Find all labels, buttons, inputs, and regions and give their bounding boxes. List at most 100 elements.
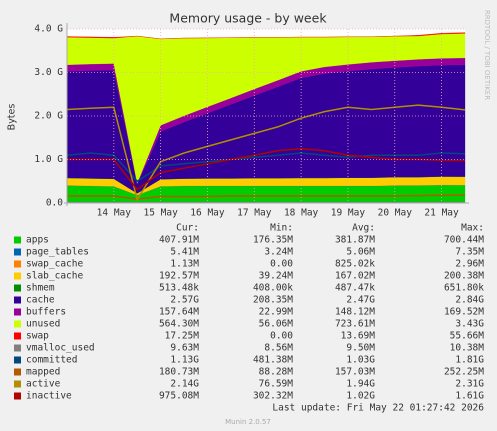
legend-label: buffers bbox=[26, 307, 66, 318]
area-swap bbox=[66, 32, 466, 40]
legend-value: 10.38M bbox=[450, 343, 485, 354]
watermark: RRDTOOL / TOBI OETIKER bbox=[483, 10, 491, 100]
legend-label: apps bbox=[26, 235, 49, 246]
legend-value: 513.48k bbox=[159, 283, 199, 294]
legend-swatch bbox=[14, 260, 21, 268]
legend-label: committed bbox=[26, 355, 77, 366]
legend-value: 2.57G bbox=[170, 295, 199, 306]
legend-value: 487.47k bbox=[335, 283, 375, 294]
legend-swatch bbox=[14, 272, 21, 280]
legend-swatch bbox=[14, 392, 21, 400]
legend-value: 252.25M bbox=[444, 367, 484, 378]
legend-value: 564.30M bbox=[159, 319, 199, 330]
legend-value: 1.94G bbox=[346, 379, 375, 390]
legend-value: 17.25M bbox=[165, 331, 200, 342]
legend-value: 208.35M bbox=[253, 295, 293, 306]
line-committed bbox=[66, 152, 466, 183]
legend-swatch bbox=[14, 368, 21, 376]
legend-value: 0.00 bbox=[270, 331, 293, 342]
legend-value: 1.81G bbox=[455, 355, 484, 366]
legend-value: 192.57M bbox=[159, 271, 199, 282]
legend-value: 9.63M bbox=[170, 343, 199, 354]
legend-value: 176.35M bbox=[253, 235, 293, 246]
x-tick-label: 16 May bbox=[190, 208, 225, 219]
legend-label: page_tables bbox=[26, 247, 89, 258]
legend-value: 1.61G bbox=[455, 391, 484, 402]
legend-value: 169.52M bbox=[444, 307, 484, 318]
legend-value: 5.06M bbox=[346, 247, 375, 258]
x-tick-label: 21 May bbox=[424, 208, 459, 219]
legend-label: active bbox=[26, 379, 61, 390]
footer: Munin 2.0.57 bbox=[225, 418, 271, 426]
legend-value: 302.32M bbox=[253, 391, 293, 402]
x-tick-label: 15 May bbox=[143, 208, 178, 219]
legend-value: 975.08M bbox=[159, 391, 199, 402]
legend-value: 2.14G bbox=[170, 379, 199, 390]
legend-swatch bbox=[14, 284, 21, 292]
legend-value: 1.13M bbox=[170, 259, 199, 270]
legend-value: 1.03G bbox=[346, 355, 375, 366]
legend-value: 0.00 bbox=[270, 259, 293, 270]
legend-swatch bbox=[14, 344, 21, 352]
x-tick-label: 14 May bbox=[97, 208, 132, 219]
legend-value: 167.02M bbox=[335, 271, 375, 282]
legend-value: 3.43G bbox=[455, 319, 484, 330]
legend-label: slab_cache bbox=[26, 271, 83, 282]
legend-value: 825.02k bbox=[335, 259, 375, 270]
legend-value: 2.84G bbox=[455, 295, 484, 306]
legend-value: 2.47G bbox=[346, 295, 375, 306]
legend-value: 55.66M bbox=[450, 331, 485, 342]
legend-value: 180.73M bbox=[159, 367, 199, 378]
legend-value: 1.13G bbox=[170, 355, 199, 366]
legend-header: Min: bbox=[270, 223, 293, 234]
y-tick-label: 2.0 G bbox=[34, 111, 63, 122]
y-tick-label: 4.0 G bbox=[34, 24, 63, 35]
legend-value: 88.28M bbox=[259, 367, 294, 378]
legend-value: 7.35M bbox=[455, 247, 484, 258]
legend-value: 2.31G bbox=[455, 379, 484, 390]
legend-value: 407.91M bbox=[159, 235, 199, 246]
legend-value: 700.44M bbox=[444, 235, 484, 246]
legend-value: 200.38M bbox=[444, 271, 484, 282]
y-axis-label: Bytes bbox=[7, 104, 18, 131]
line-mapped bbox=[67, 194, 466, 200]
legend-value: 3.24M bbox=[264, 247, 293, 258]
legend-label: swap bbox=[26, 331, 49, 342]
y-tick-label: 3.0 G bbox=[34, 67, 63, 78]
legend-label: cache bbox=[26, 295, 55, 306]
legend-value: 9.50M bbox=[346, 343, 375, 354]
last-update: Last update: Fri May 22 01:27:42 2026 bbox=[272, 403, 484, 414]
legend-value: 22.99M bbox=[259, 307, 294, 318]
legend-header: Max: bbox=[461, 223, 484, 234]
legend-label: unused bbox=[26, 319, 60, 330]
legend-value: 481.38M bbox=[253, 355, 293, 366]
legend-value: 2.96M bbox=[455, 259, 484, 270]
x-tick-label: 18 May bbox=[284, 208, 319, 219]
legend-value: 39.24M bbox=[259, 271, 294, 282]
legend-label: inactive bbox=[26, 391, 72, 402]
legend-swatch bbox=[14, 356, 21, 364]
y-tick-label: 0.0 bbox=[46, 198, 63, 209]
legend-value: 1.02G bbox=[346, 391, 375, 402]
x-tick-label: 17 May bbox=[237, 208, 272, 219]
legend-swatch bbox=[14, 320, 21, 328]
x-tick-label: 19 May bbox=[331, 208, 366, 219]
legend-label: swap_cache bbox=[26, 259, 83, 270]
legend-value: 148.12M bbox=[335, 307, 375, 318]
legend-value: 5.41M bbox=[170, 247, 199, 258]
line-inactive bbox=[67, 147, 466, 191]
chart-title: Memory usage - by week bbox=[169, 11, 327, 26]
y-tick-label: 1.0 G bbox=[34, 154, 63, 165]
legend-swatch bbox=[14, 248, 21, 256]
legend-value: 8.56M bbox=[264, 343, 293, 354]
legend-swatch bbox=[14, 296, 21, 304]
legend-value: 408.00k bbox=[253, 283, 293, 294]
legend-value: 13.69M bbox=[341, 331, 376, 342]
legend-value: 381.87M bbox=[335, 235, 375, 246]
x-tick-label: 20 May bbox=[378, 208, 413, 219]
legend-swatch bbox=[14, 332, 21, 340]
legend-value: 157.64M bbox=[159, 307, 199, 318]
legend-value: 76.59M bbox=[259, 379, 294, 390]
legend-swatch bbox=[14, 380, 21, 388]
